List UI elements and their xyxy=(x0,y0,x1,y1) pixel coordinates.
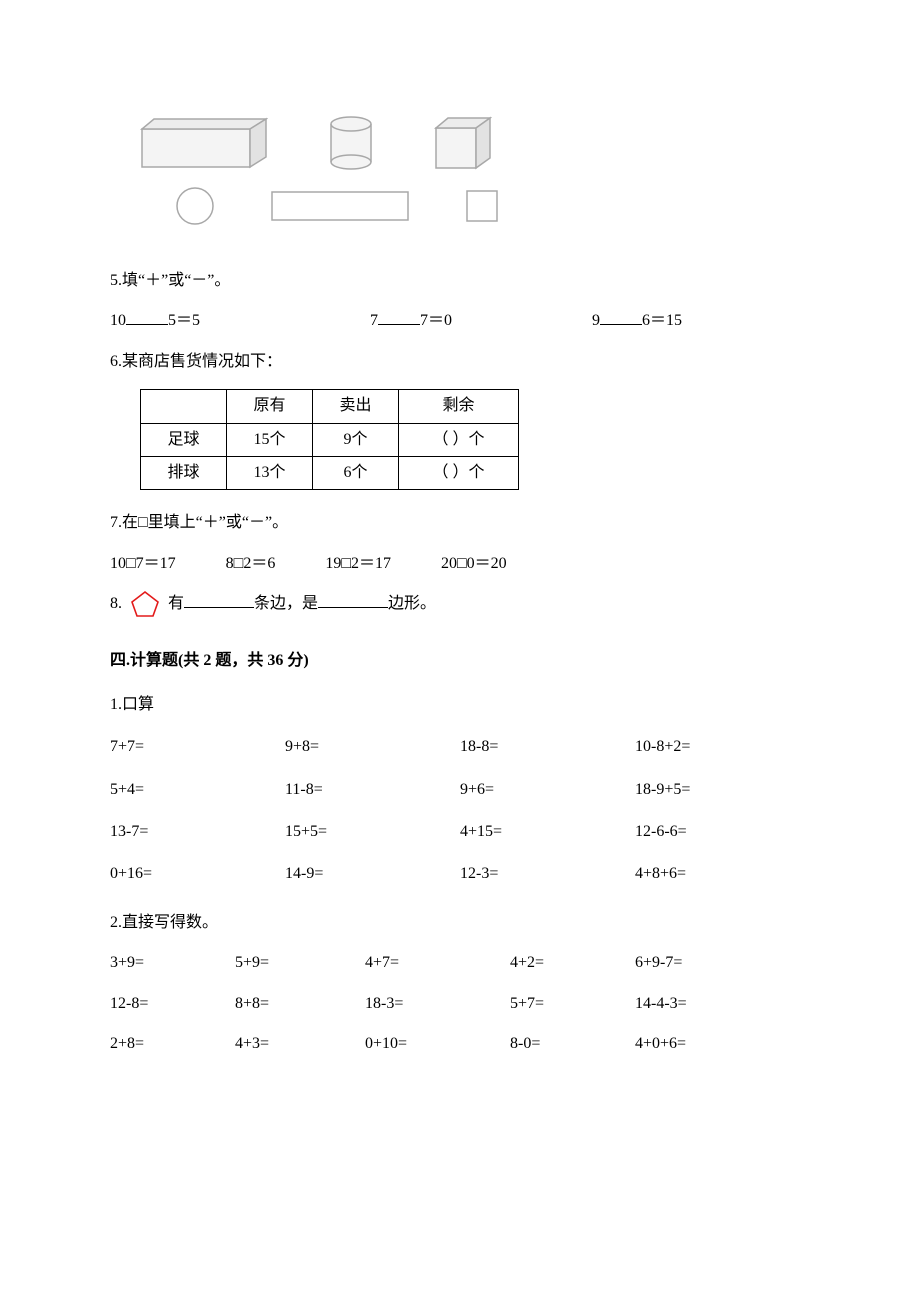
cell: 排球 xyxy=(141,456,227,489)
th-sold: 卖出 xyxy=(313,390,399,423)
q8-mid1: 有 xyxy=(168,595,184,612)
calc-cell: 3+9= xyxy=(110,948,235,978)
calc-cell: 18-9+5= xyxy=(635,775,810,805)
q7-items: 10□7＝17 8□2＝6 19□2＝17 20□0＝20 xyxy=(110,549,810,579)
shapes-row-1 xyxy=(140,115,810,171)
calc-cell: 14-9= xyxy=(285,859,460,889)
calc-cell: 0+10= xyxy=(365,1029,510,1059)
cell: 6个 xyxy=(313,456,399,489)
q5-blank-2[interactable] xyxy=(378,309,420,325)
calc-cell: 9+8= xyxy=(285,732,460,762)
calc-row: 0+16=14-9=12-3=4+8+6= xyxy=(110,859,810,889)
p1-grid: 7+7=9+8=18-8=10-8+2= 5+4=11-8=9+6=18-9+5=… xyxy=(110,732,810,890)
p2-label: 2.直接写得数。 xyxy=(110,908,810,938)
table-row: 原有 卖出 剩余 xyxy=(141,390,519,423)
calc-cell: 9+6= xyxy=(460,775,635,805)
q8-prefix: 8. xyxy=(110,595,122,612)
calc-cell: 12-6-6= xyxy=(635,817,810,847)
calc-cell: 10-8+2= xyxy=(635,732,810,762)
p2-grid: 3+9=5+9=4+7=4+2=6+9-7= 12-8=8+8=18-3=5+7=… xyxy=(110,948,810,1059)
calc-cell: 5+7= xyxy=(510,989,635,1019)
q5-blank-3[interactable] xyxy=(600,309,642,325)
calc-cell: 11-8= xyxy=(285,775,460,805)
calc-cell: 8-0= xyxy=(510,1029,635,1059)
calc-cell: 6+9-7= xyxy=(635,948,775,978)
q7-item: 20□0＝20 xyxy=(441,549,507,579)
calc-cell: 7+7= xyxy=(110,732,285,762)
calc-cell: 0+16= xyxy=(110,859,285,889)
calc-cell: 4+7= xyxy=(365,948,510,978)
cylinder-shape xyxy=(328,115,374,171)
cube-shape xyxy=(434,116,492,170)
calc-cell: 12-3= xyxy=(460,859,635,889)
calc-cell: 14-4-3= xyxy=(635,989,775,1019)
cell: 13个 xyxy=(227,456,313,489)
calc-cell: 2+8= xyxy=(110,1029,235,1059)
calc-cell: 8+8= xyxy=(235,989,365,1019)
square-shape xyxy=(465,189,499,223)
q8-blank-1[interactable] xyxy=(184,592,254,608)
calc-row: 12-8=8+8=18-3=5+7=14-4-3= xyxy=(110,989,810,1019)
calc-cell: 4+15= xyxy=(460,817,635,847)
sales-table: 原有 卖出 剩余 足球 15个 9个 （ ）个 排球 13个 6个 （ ）个 xyxy=(140,389,519,490)
q8-blank-2[interactable] xyxy=(318,592,388,608)
q5-items: 105＝5 77＝0 96＝15 xyxy=(110,306,810,336)
q6-label: 6.某商店售货情况如下： xyxy=(110,347,810,377)
q7-label: 7.在□里填上“＋”或“－”。 xyxy=(110,508,810,538)
shapes-row-2 xyxy=(175,186,810,226)
calc-cell: 12-8= xyxy=(110,989,235,1019)
q8-suffix: 边形。 xyxy=(388,595,436,612)
calc-row: 2+8=4+3=0+10=8-0=4+0+6= xyxy=(110,1029,810,1059)
q5-item-1: 105＝5 xyxy=(110,306,200,336)
calc-row: 13-7=15+5=4+15=12-6-6= xyxy=(110,817,810,847)
calc-cell: 13-7= xyxy=(110,817,285,847)
q5-item-3: 96＝15 xyxy=(592,306,682,336)
circle-shape xyxy=(175,186,215,226)
q7-item: 19□2＝17 xyxy=(325,549,391,579)
p1-label: 1.口算 xyxy=(110,690,810,720)
q8: 8. 有 条边，是 边形。 xyxy=(110,589,810,619)
calc-cell: 18-8= xyxy=(460,732,635,762)
q5-label: 5.填“＋”或“－”。 xyxy=(110,266,810,296)
cuboid-shape xyxy=(140,117,268,169)
q7-item: 10□7＝17 xyxy=(110,549,176,579)
section4-title: 四.计算题(共 2 题，共 36 分) xyxy=(110,646,810,676)
table-row: 足球 15个 9个 （ ）个 xyxy=(141,423,519,456)
rectangle-shape xyxy=(270,190,410,222)
calc-cell: 15+5= xyxy=(285,817,460,847)
cell-blank[interactable]: （ ）个 xyxy=(399,456,519,489)
q8-mid2: 条边，是 xyxy=(254,595,318,612)
q7-item: 8□2＝6 xyxy=(226,549,276,579)
th-blank xyxy=(141,390,227,423)
th-original: 原有 xyxy=(227,390,313,423)
cell: 15个 xyxy=(227,423,313,456)
shapes-figure xyxy=(110,115,810,226)
q5-blank-1[interactable] xyxy=(126,309,168,325)
calc-row: 5+4=11-8=9+6=18-9+5= xyxy=(110,775,810,805)
cell: 9个 xyxy=(313,423,399,456)
calc-cell: 4+2= xyxy=(510,948,635,978)
table-row: 排球 13个 6个 （ ）个 xyxy=(141,456,519,489)
calc-row: 7+7=9+8=18-8=10-8+2= xyxy=(110,732,810,762)
calc-cell: 4+8+6= xyxy=(635,859,810,889)
cell: 足球 xyxy=(141,423,227,456)
calc-row: 3+9=5+9=4+7=4+2=6+9-7= xyxy=(110,948,810,978)
pentagon-icon xyxy=(130,590,160,618)
calc-cell: 4+3= xyxy=(235,1029,365,1059)
q5-item-2: 77＝0 xyxy=(370,306,452,336)
cell-blank[interactable]: （ ）个 xyxy=(399,423,519,456)
calc-cell: 5+9= xyxy=(235,948,365,978)
th-remain: 剩余 xyxy=(399,390,519,423)
calc-cell: 5+4= xyxy=(110,775,285,805)
calc-cell: 4+0+6= xyxy=(635,1029,775,1059)
calc-cell: 18-3= xyxy=(365,989,510,1019)
